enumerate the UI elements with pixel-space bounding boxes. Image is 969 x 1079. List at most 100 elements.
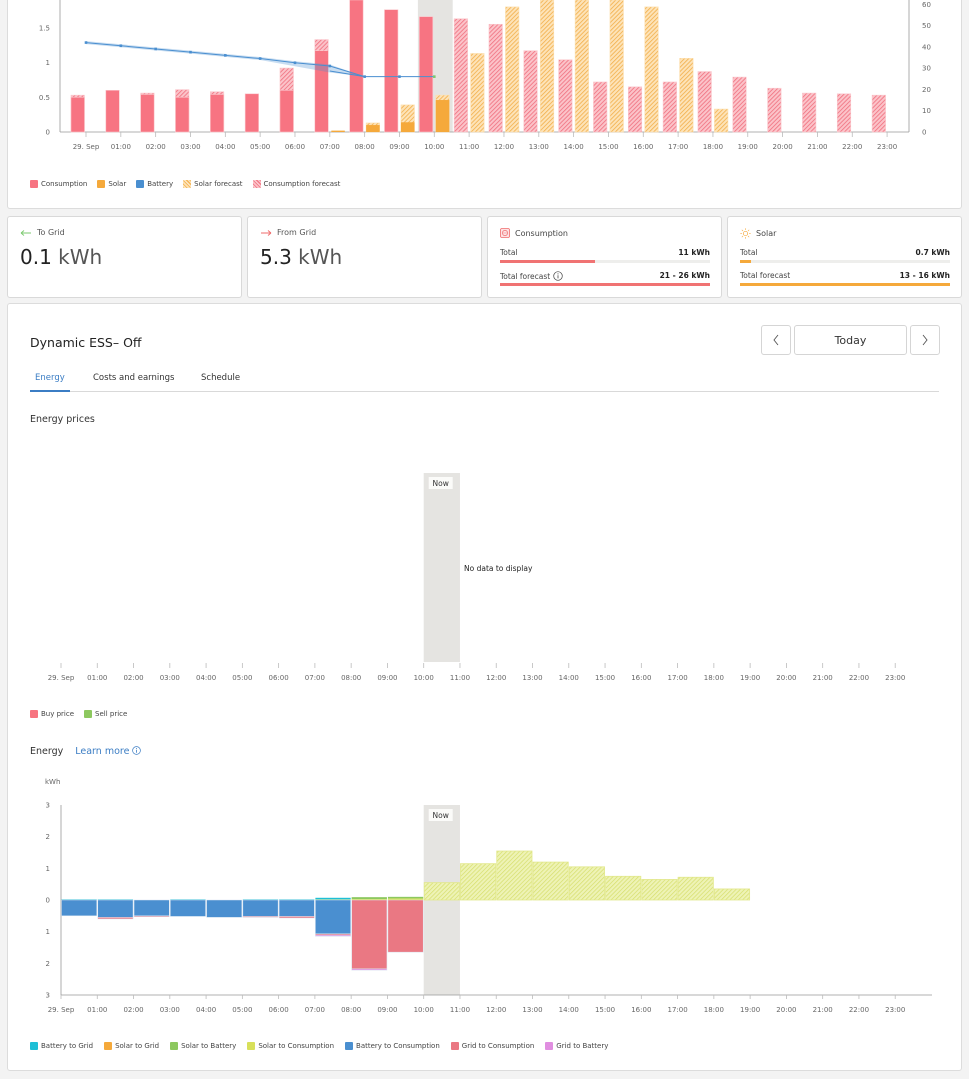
x-tick-label: 14:00	[564, 143, 584, 151]
legend-battery[interactable]: Battery	[136, 180, 173, 188]
chevron-right-icon	[922, 334, 928, 346]
solar-forecast-bar	[539, 0, 555, 133]
legend-label: Grid to Consumption	[461, 1042, 535, 1050]
legend-solar-to-battery[interactable]: Solar to Battery	[170, 1042, 236, 1050]
y-right-tick-label: 50	[922, 22, 931, 30]
legend-label: Solar to Grid	[115, 1042, 160, 1050]
legend-label: Solar to Consumption	[258, 1042, 335, 1050]
x-tick-label: 09:00	[389, 143, 409, 151]
forecast-value: 13 - 16 kWh	[899, 271, 950, 280]
tab-energy[interactable]: Energy	[30, 373, 70, 392]
consumption-bar	[175, 96, 190, 133]
consumption-forecast-bar	[523, 50, 538, 133]
legend-battery-to-grid[interactable]: Battery to Grid	[30, 1042, 93, 1050]
total-label: Total	[500, 248, 518, 257]
solar-label: Solar	[740, 228, 776, 239]
x-tick-label: 06:00	[285, 143, 305, 151]
from-grid-title: From Grid	[277, 228, 317, 237]
energy-heading-label: Energy	[30, 746, 64, 757]
battery-point	[363, 75, 366, 78]
arrow-right-icon	[261, 229, 272, 236]
solar-bar	[366, 125, 380, 132]
energy-legend: Battery to Grid Solar to Grid Solar to Bat…	[30, 1042, 608, 1050]
total-value: 11 kWh	[678, 248, 710, 257]
legend-solar-to-consumption[interactable]: Solar to Consumption	[247, 1042, 334, 1050]
consumption-forecast-bar	[558, 59, 573, 133]
solar-forecast-bar	[679, 58, 694, 133]
x-tick-label: 15:00	[598, 143, 618, 151]
total-label: Total	[740, 248, 758, 257]
consumption-card: Consumption Total 11 kWh Total forecast 2…	[487, 216, 722, 298]
consumption-bar	[418, 16, 434, 133]
legend-sell-price[interactable]: Sell price	[84, 710, 127, 718]
legend-grid-to-consumption[interactable]: Grid to Consumption	[450, 1042, 535, 1050]
x-tick-label: 02:00	[146, 143, 166, 151]
from-grid-card: From Grid 5.3 kWh	[247, 216, 482, 298]
legend-label: Solar forecast	[194, 180, 243, 188]
tab-label: Energy	[35, 373, 65, 383]
legend-solar[interactable]: Solar	[97, 180, 126, 188]
solar-bar	[435, 100, 450, 132]
consumption-bar	[210, 94, 225, 133]
x-tick-label: 13:00	[529, 143, 549, 151]
legend-solar-to-grid[interactable]: Solar to Grid	[104, 1042, 159, 1050]
battery-point	[258, 57, 262, 60]
battery-to-consumption-swatch	[345, 1042, 354, 1050]
legend-solar-forecast[interactable]: Solar forecast	[183, 180, 243, 188]
battery-point	[293, 61, 297, 65]
consumption-forecast-bar	[802, 92, 817, 133]
consumption-forecast-bar	[453, 18, 468, 133]
consumption-forecast-bar	[871, 94, 886, 133]
consumption-icon	[500, 228, 510, 238]
legend-consumption-forecast[interactable]: Consumption forecast	[252, 180, 340, 188]
from-grid-label: From Grid	[260, 228, 316, 237]
x-tick-label: 22:00	[842, 143, 862, 151]
previous-day-button[interactable]	[761, 325, 791, 355]
battery-point	[433, 75, 436, 78]
solar-forecast-bar	[644, 6, 659, 133]
next-day-button[interactable]	[910, 325, 940, 355]
to-grid-value: 0.1 kWh	[20, 245, 102, 269]
x-tick-label: 18:00	[703, 143, 723, 151]
y-tick-label: 0.5	[39, 94, 50, 102]
solar-card: Solar Total 0.7 kWh Total forecast 13 - 16…	[727, 216, 962, 298]
learn-more-link[interactable]: Learn more	[75, 746, 142, 757]
consumption-forecast-bar	[593, 81, 608, 133]
legend-consumption[interactable]: Consumption	[30, 180, 87, 188]
y-tick-label: 1	[46, 59, 50, 67]
x-tick-label: 29. Sep	[73, 143, 100, 151]
battery-point	[119, 44, 123, 48]
legend-buy-price[interactable]: Buy price	[30, 710, 74, 718]
total-value: 0.7 kWh	[915, 248, 951, 257]
solar-forecast-swatch	[183, 180, 192, 188]
legend-battery-to-consumption[interactable]: Battery to Consumption	[345, 1042, 440, 1050]
bar-fill	[500, 260, 595, 263]
solar-bar	[331, 130, 345, 132]
value: 5.3	[260, 245, 292, 269]
unit: kWh	[298, 245, 343, 269]
y-right-tick-label: 60	[922, 1, 931, 9]
energy-prices-heading: Energy prices	[30, 414, 95, 425]
energy-overview-chart: 0 0.5 1 1.5 0 10 20 30 40 50 60 29. Sep 01:00 02:00 03…	[39, 0, 931, 151]
legend-label: Grid to Battery	[556, 1042, 609, 1050]
legend-grid-to-battery[interactable]: Grid to Battery	[545, 1042, 608, 1050]
arrow-left-icon	[20, 229, 31, 236]
battery-point	[154, 47, 157, 51]
x-tick-label: 08:00	[355, 143, 375, 151]
x-tick-label: 21:00	[807, 143, 827, 151]
date-selector-button[interactable]: Today	[794, 325, 907, 355]
info-icon[interactable]	[552, 271, 563, 281]
legend-label: Buy price	[41, 710, 75, 718]
legend-label: Solar to Battery	[181, 1042, 237, 1050]
tab-schedule[interactable]: Schedule	[201, 373, 240, 392]
solar-forecast-bar	[470, 53, 485, 133]
legend-label: Battery	[147, 180, 174, 188]
forecast-label: Total forecast	[740, 271, 791, 280]
tab-label: Schedule	[201, 373, 241, 383]
tab-costs-and-earnings[interactable]: Costs and earnings	[93, 373, 174, 392]
forecast-label: Total forecast	[500, 272, 551, 281]
x-tick-label: 03:00	[180, 143, 200, 151]
solar-bar	[400, 122, 415, 132]
solar-to-grid-swatch	[104, 1042, 113, 1050]
sell-price-swatch	[84, 710, 93, 718]
